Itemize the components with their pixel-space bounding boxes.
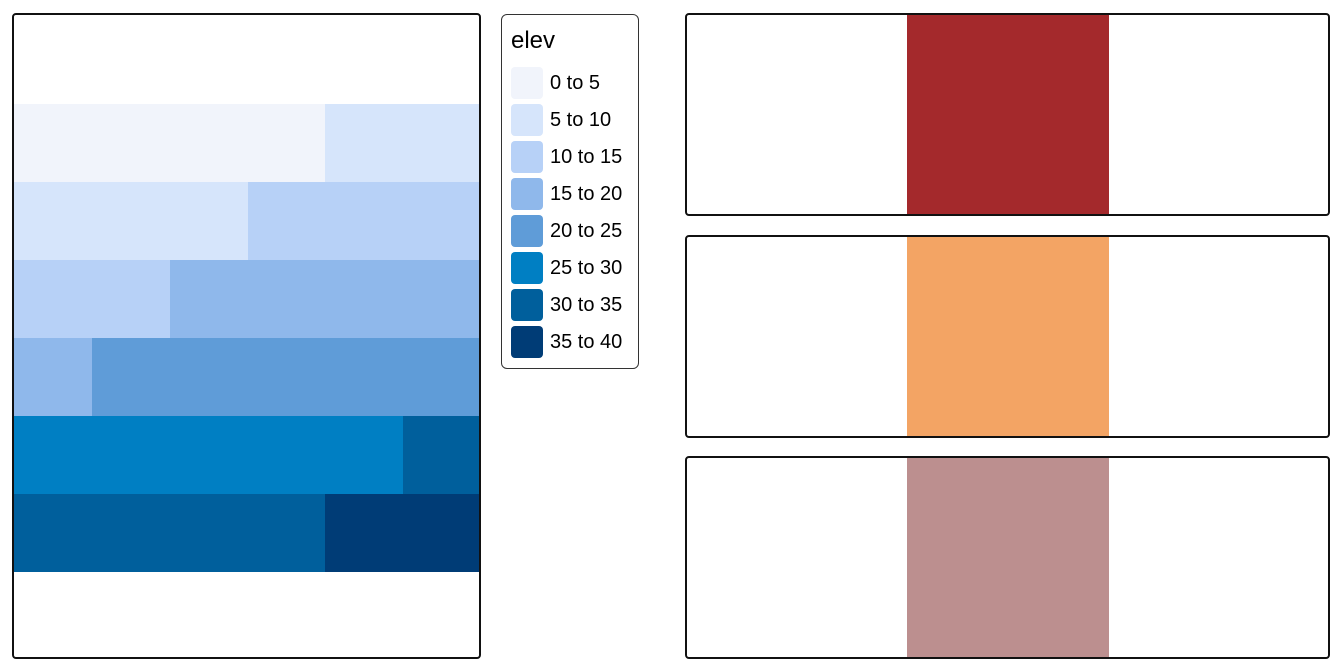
legend-swatch [511,178,543,210]
legend-swatch [511,289,543,321]
legend-swatch [511,215,543,247]
legend-label: 15 to 20 [550,183,623,205]
elevation-map [12,13,481,659]
raster-cell [14,494,325,572]
legend-title: elev [511,27,556,54]
legend-swatch [511,104,543,136]
legend-label: 5 to 10 [550,109,612,131]
raster-cell [14,182,248,260]
legend-swatch [511,252,543,284]
legend-item: 15 to 20 [511,178,636,210]
legend-label: 10 to 15 [550,146,623,168]
color-strip-panel-3 [685,456,1330,659]
raster-cell [170,260,479,338]
legend-item: 35 to 40 [511,326,636,358]
color-strip-band [907,237,1109,436]
legend-item: 30 to 35 [511,289,636,321]
legend-swatch [511,326,543,358]
raster-cell [325,104,479,182]
legend-swatch [511,67,543,99]
raster-cell [14,260,170,338]
legend-item: 20 to 25 [511,215,636,247]
raster-cell [14,338,92,416]
color-strip-panel-2 [685,235,1330,438]
legend-label: 25 to 30 [550,257,623,279]
legend-item: 10 to 15 [511,141,636,173]
color-strip-band [907,15,1109,214]
color-strip-band [907,458,1109,657]
raster-cell [403,416,479,494]
raster-cell [92,338,479,416]
map-legend: elev 0 to 5 5 to 10 10 to 15 15 to 20 20 to … [501,14,639,369]
legend-swatch [511,141,543,173]
legend-item: 25 to 30 [511,252,636,284]
legend-item: 5 to 10 [511,104,636,136]
legend-label: 30 to 35 [550,294,623,316]
color-strip-panel-1 [685,13,1330,216]
raster-cell [325,494,479,572]
legend-label: 0 to 5 [550,72,601,94]
legend-label: 20 to 25 [550,220,623,242]
raster-cell [248,182,479,260]
legend-item: 0 to 5 [511,67,636,99]
raster-cell [14,104,325,182]
raster-cell [14,416,403,494]
legend-label: 35 to 40 [550,331,623,353]
